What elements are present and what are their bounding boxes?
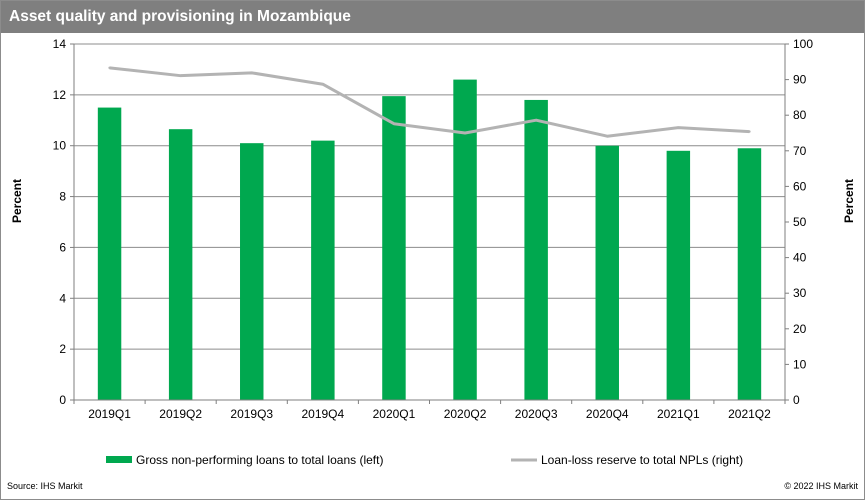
reserve-point bbox=[321, 83, 325, 86]
reserve-point bbox=[108, 66, 111, 70]
npl-bar bbox=[240, 143, 264, 400]
y-left-tick-label: 14 bbox=[53, 37, 67, 51]
y-left-tick-label: 2 bbox=[59, 342, 66, 356]
y-left-axis-label: Percent bbox=[10, 179, 24, 223]
npl-bar bbox=[168, 129, 193, 400]
x-tick-label: 2019Q2 bbox=[159, 407, 202, 421]
npl-bar bbox=[737, 148, 762, 400]
npl-bar bbox=[453, 79, 477, 400]
x-tick-label: 2020Q2 bbox=[444, 407, 487, 421]
x-tick-label: 2021Q2 bbox=[728, 407, 771, 421]
x-ticks: 2019Q1 2019Q2 2019Q3 2019Q4 2020Q1 2020Q2 2020… bbox=[73, 400, 786, 421]
legend-bar-label: Gross non-performing loans to total loan… bbox=[136, 453, 383, 467]
y-left-tick-label: 12 bbox=[53, 88, 67, 102]
legend: Gross non-performing loans to total loan… bbox=[106, 453, 743, 467]
npl-bar bbox=[595, 145, 619, 400]
reserve-line-path bbox=[109, 66, 750, 138]
npl-bar bbox=[311, 140, 335, 400]
reserve-point bbox=[534, 118, 538, 122]
bars bbox=[97, 79, 762, 401]
gridlines bbox=[74, 43, 785, 350]
y-right-tick-label: 100 bbox=[793, 37, 813, 51]
x-tick-label: 2019Q3 bbox=[230, 407, 273, 421]
reserve-point bbox=[250, 71, 253, 75]
legend-line-label: Loan-loss reserve to total NPLs (right) bbox=[541, 453, 743, 467]
reserve-line bbox=[108, 66, 751, 138]
y-right-tick-label: 20 bbox=[793, 322, 807, 336]
title-bar: Asset quality and provisioning in Mozamb… bbox=[1, 1, 864, 33]
x-tick-label: 2020Q4 bbox=[586, 407, 629, 421]
y-right-tick-label: 60 bbox=[793, 179, 807, 193]
y-left-ticks: 0 2 4 6 8 10 12 14 bbox=[53, 37, 74, 407]
copyright-note: © 2022 IHS Markit bbox=[784, 481, 858, 491]
y-left-tick-label: 6 bbox=[59, 240, 66, 254]
reserve-point bbox=[463, 131, 467, 135]
reserve-point bbox=[606, 135, 609, 138]
source-note: Source: IHS Markit bbox=[7, 481, 83, 491]
y-right-ticks: 0 10 20 30 40 50 60 70 80 90 100 bbox=[785, 37, 813, 407]
x-tick-label: 2021Q1 bbox=[657, 407, 700, 421]
npl-bar bbox=[382, 96, 406, 400]
chart-title: Asset quality and provisioning in Mozamb… bbox=[9, 8, 351, 25]
legend-bar-swatch bbox=[106, 456, 132, 463]
y-right-tick-label: 30 bbox=[793, 286, 807, 300]
x-tick-label: 2019Q4 bbox=[301, 407, 344, 421]
npl-bar bbox=[524, 99, 548, 400]
npl-bar bbox=[666, 150, 691, 400]
reserve-point bbox=[179, 74, 182, 77]
y-left-tick-label: 0 bbox=[59, 393, 66, 407]
y-right-tick-label: 90 bbox=[793, 73, 807, 87]
y-right-axis-label: Percent bbox=[842, 179, 856, 223]
x-tick-label: 2019Q1 bbox=[88, 407, 131, 421]
y-left-tick-label: 8 bbox=[59, 190, 66, 204]
y-left-tick-label: 4 bbox=[59, 291, 66, 305]
x-tick-label: 2020Q3 bbox=[515, 407, 558, 421]
y-right-tick-label: 40 bbox=[793, 251, 807, 265]
y-right-tick-label: 10 bbox=[793, 357, 807, 371]
reserve-point bbox=[392, 122, 396, 125]
y-right-tick-label: 80 bbox=[793, 108, 807, 122]
y-left-tick-label: 10 bbox=[53, 139, 67, 153]
y-right-tick-label: 70 bbox=[793, 144, 807, 158]
reserve-point bbox=[748, 130, 751, 133]
reserve-point bbox=[677, 126, 680, 129]
y-right-tick-label: 0 bbox=[793, 393, 800, 407]
npl-bar bbox=[97, 107, 122, 401]
y-right-tick-label: 50 bbox=[793, 215, 807, 229]
x-tick-label: 2020Q1 bbox=[373, 407, 416, 421]
